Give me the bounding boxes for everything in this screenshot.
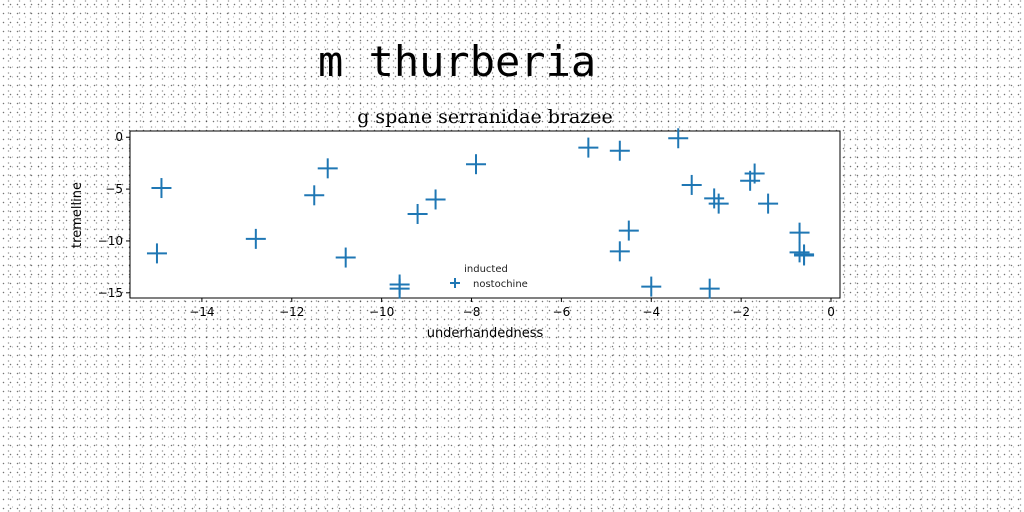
x-tick-label: −6 (553, 305, 571, 319)
data-point (789, 222, 810, 243)
y-axis-label: tremelline (70, 182, 85, 248)
data-point (708, 193, 729, 214)
legend: inducted nostochine (450, 264, 528, 290)
data-point (146, 243, 167, 264)
data-point (335, 247, 356, 268)
data-point (151, 178, 172, 199)
data-point (681, 174, 702, 195)
data-point (744, 163, 765, 184)
data-point (389, 278, 410, 299)
x-tick-label: −12 (279, 305, 304, 319)
data-point (425, 189, 446, 210)
data-point (317, 158, 338, 179)
data-point (758, 193, 779, 214)
data-point (699, 278, 720, 299)
data-point (609, 140, 630, 161)
legend-marker (450, 278, 460, 288)
legend-entry-label: nostochine (473, 279, 528, 290)
data-point (578, 137, 599, 158)
chart-title: g spane serranidae brazee (357, 106, 613, 128)
y-tick-label: −15 (98, 286, 123, 300)
x-tick-label: −8 (463, 305, 481, 319)
data-point (245, 228, 266, 249)
page-title: m thurberia (318, 37, 596, 86)
x-axis-label: underhandedness (427, 326, 544, 341)
data-point (789, 242, 810, 263)
plot-area (129, 130, 841, 299)
legend-title: inducted (464, 264, 508, 275)
data-point (466, 154, 487, 175)
y-tick-label: 0 (115, 130, 123, 144)
x-tick-label: −4 (642, 305, 660, 319)
data-point (407, 203, 428, 224)
x-tick-label: 0 (827, 305, 835, 319)
x-tick-label: −2 (732, 305, 750, 319)
data-point (668, 128, 689, 149)
x-tick-label: −10 (369, 305, 394, 319)
data-point (704, 188, 725, 209)
x-tick-label: −14 (189, 305, 214, 319)
data-point (618, 220, 639, 241)
data-point (641, 276, 662, 297)
data-point (609, 241, 630, 262)
data-points (146, 128, 815, 299)
data-point (304, 185, 325, 206)
data-point (794, 245, 815, 266)
x-axis: −14 −12 −10 −8 −6 −4 −2 0 (189, 298, 835, 319)
y-tick-label: −5 (105, 182, 123, 196)
y-axis: 0 −5 −10 −15 (98, 130, 130, 300)
y-tick-label: −10 (98, 234, 123, 248)
